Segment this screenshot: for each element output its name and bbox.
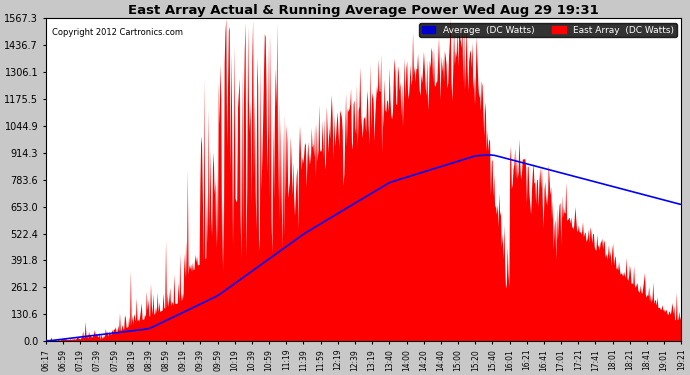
Text: Copyright 2012 Cartronics.com: Copyright 2012 Cartronics.com [52, 28, 183, 37]
Legend: Average  (DC Watts), East Array  (DC Watts): Average (DC Watts), East Array (DC Watts… [420, 23, 677, 37]
Title: East Array Actual & Running Average Power Wed Aug 29 19:31: East Array Actual & Running Average Powe… [128, 4, 599, 17]
